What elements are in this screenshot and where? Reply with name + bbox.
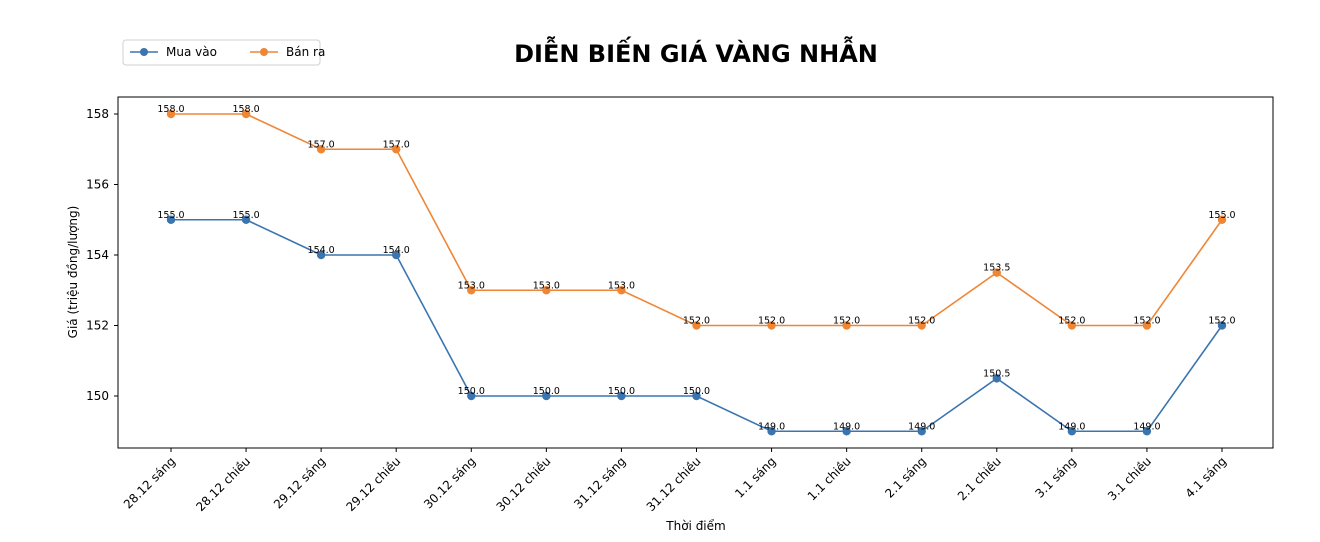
data-label: 152.0 [1058, 316, 1085, 327]
data-label: 150.0 [533, 386, 560, 397]
x-tick-label: 31.12 sáng [571, 454, 628, 511]
x-tick-label: 28.12 sáng [121, 454, 178, 511]
x-tick-label: 3.1 chiều [1105, 454, 1154, 503]
data-point [992, 268, 1001, 277]
data-point [542, 286, 551, 295]
x-tick-label: 2.1 chiều [955, 454, 1004, 503]
legend: Mua vào Bán ra [122, 39, 325, 66]
y-tick-label: 152 [86, 319, 109, 333]
x-tick-label: 29.12 chiều [343, 454, 403, 514]
legend-label: Bán ra [286, 45, 325, 59]
data-point [617, 286, 626, 295]
data-label: 153.5 [983, 263, 1010, 274]
data-label: 149.0 [908, 421, 935, 432]
data-point [992, 374, 1001, 383]
y-tick-label: 150 [86, 389, 109, 403]
data-label: 153.0 [458, 280, 485, 291]
data-point [917, 427, 926, 436]
data-label: 149.0 [1058, 421, 1085, 432]
data-point [692, 321, 701, 330]
data-label: 150.5 [983, 368, 1010, 379]
data-label: 155.0 [1208, 210, 1235, 221]
legend-label: Mua vào [166, 45, 217, 59]
data-point [467, 391, 476, 401]
series-ban-ra: 158.0 158.0 157.0 157.0 153.0 153.0 153.0 152.0… [157, 104, 1236, 330]
data-label: 157.0 [308, 139, 335, 150]
data-point [1067, 321, 1077, 330]
legend-marker-icon [140, 48, 148, 56]
data-label: 150.0 [608, 386, 635, 397]
data-point [767, 427, 776, 436]
data-label: 154.0 [308, 245, 335, 256]
y-tick-label: 154 [86, 248, 109, 262]
data-label: 155.0 [157, 210, 184, 221]
data-label: 153.0 [533, 280, 560, 291]
data-point [917, 321, 926, 330]
legend-frame [122, 39, 321, 66]
x-tick-label: 3.1 sáng [1032, 454, 1078, 500]
legend-item: Mua vào [130, 45, 217, 59]
series-mua-vao: 155.0 155.0 154.0 154.0 150.0 150.0 150.0 150.0… [157, 210, 1236, 436]
x-tick-label: 4.1 sáng [1183, 454, 1229, 500]
data-label: 158.0 [232, 104, 259, 115]
x-axis-label: Thời điểm [665, 519, 725, 533]
data-point [692, 391, 701, 401]
data-label: 149.0 [833, 421, 860, 432]
data-label: 150.0 [683, 386, 710, 397]
data-point [1217, 321, 1227, 330]
x-tick-label: 31.12 chiều [644, 454, 704, 514]
data-point [767, 321, 776, 330]
data-point [241, 109, 251, 119]
data-point [542, 391, 551, 401]
data-point [1067, 427, 1077, 436]
x-tick-label: 30.12 chiều [494, 454, 554, 514]
data-label: 149.0 [1133, 421, 1160, 432]
plot-area [117, 96, 1274, 449]
data-point [392, 250, 401, 260]
data-label: 152.0 [908, 316, 935, 327]
data-label: 152.0 [1133, 316, 1160, 327]
x-tick-label: 29.12 sáng [271, 454, 328, 511]
data-point [166, 215, 176, 224]
data-point [842, 321, 851, 330]
x-tick-label: 2.1 sáng [882, 454, 928, 500]
data-point [166, 109, 176, 119]
data-label: 157.0 [383, 139, 410, 150]
x-axis: 28.12 sáng 28.12 chiều 29.12 sáng 29.12 chi… [121, 448, 1229, 514]
y-axis: 150 152 154 156 158 [86, 107, 118, 403]
data-point [1142, 427, 1152, 436]
legend-item: Bán ra [250, 45, 325, 59]
data-point [1217, 215, 1227, 224]
data-point [392, 145, 401, 154]
data-point [241, 215, 251, 224]
data-label: 158.0 [157, 104, 184, 115]
data-label: 154.0 [383, 245, 410, 256]
y-tick-label: 156 [86, 178, 109, 192]
data-label: 152.0 [758, 316, 785, 327]
series-layer: 155.0 155.0 154.0 154.0 150.0 150.0 150.0 150.0… [157, 104, 1236, 436]
legend-marker-icon [260, 48, 268, 56]
data-label: 153.0 [608, 280, 635, 291]
data-point [316, 250, 326, 260]
data-point [1142, 321, 1152, 330]
data-point [467, 286, 476, 295]
y-axis-label: Giá (triệu đồng/lượng) [66, 206, 80, 339]
data-label: 152.0 [683, 316, 710, 327]
data-label: 150.0 [458, 386, 485, 397]
data-point [617, 391, 626, 401]
x-tick-label: 28.12 chiều [193, 454, 253, 514]
x-tick-label: 1.1 chiều [805, 454, 854, 503]
data-label: 155.0 [232, 210, 259, 221]
x-tick-label: 30.12 sáng [421, 454, 478, 511]
chart-title: DIỄN BIẾN GIÁ VÀNG NHẪN [514, 35, 878, 68]
data-point [842, 427, 851, 436]
data-label: 152.0 [1208, 316, 1235, 327]
x-tick-label: 1.1 sáng [732, 454, 778, 500]
data-point [316, 145, 326, 154]
data-label: 149.0 [758, 421, 785, 432]
y-tick-label: 158 [86, 107, 109, 121]
data-label: 152.0 [833, 316, 860, 327]
